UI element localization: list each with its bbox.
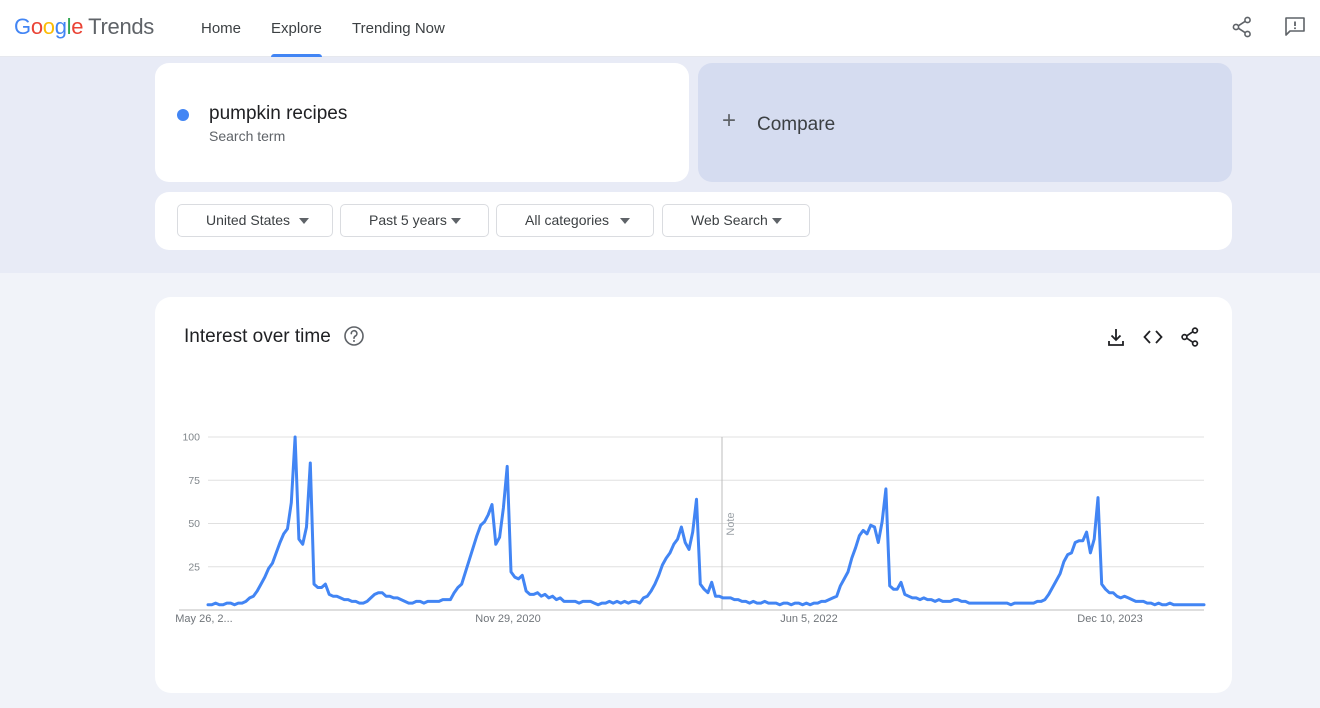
compare-label: Compare bbox=[757, 114, 836, 135]
logo-letter: G bbox=[14, 14, 31, 39]
filter-bar: United States Past 5 years All categorie… bbox=[155, 192, 1232, 250]
feedback-icon[interactable] bbox=[1283, 15, 1307, 39]
term-color-dot bbox=[177, 109, 189, 121]
active-tab-indicator bbox=[271, 54, 322, 57]
plus-icon: + bbox=[722, 107, 737, 134]
interest-over-time-card: 25 50 75 100 May 26, 2... Nov 29, 2020 Jun 5, … bbox=[155, 297, 1232, 693]
share-icon[interactable] bbox=[1230, 15, 1254, 39]
nav-home[interactable]: Home bbox=[201, 20, 242, 37]
interest-over-time-chart: 25 50 75 100 May 26, 2... Nov 29, 2020 Jun 5, … bbox=[175, 432, 1206, 625]
search-term-name[interactable]: pumpkin recipes bbox=[209, 103, 348, 124]
region-value: United States bbox=[206, 212, 291, 228]
nav-trending-now[interactable]: Trending Now bbox=[352, 20, 445, 37]
y-tick-label: 100 bbox=[182, 432, 200, 444]
x-tick-label: Dec 10, 2023 bbox=[1077, 613, 1142, 625]
google-trends-logo[interactable]: Google Trends bbox=[14, 14, 154, 40]
y-tick-label: 50 bbox=[188, 518, 200, 530]
series-line-pumpkin-recipes bbox=[206, 435, 1206, 607]
logo-letter: o bbox=[42, 14, 55, 39]
nav-explore-label: Explore bbox=[271, 20, 322, 37]
x-tick-label: Jun 5, 2022 bbox=[780, 613, 838, 625]
dropdown-arrow-icon bbox=[772, 218, 782, 224]
compare-button[interactable]: + Compare bbox=[698, 63, 1232, 182]
note-annotation: Note bbox=[725, 512, 737, 535]
top-app-bar: Google Trends Home Explore Trending Now bbox=[0, 0, 1320, 57]
download-icon[interactable] bbox=[1105, 326, 1127, 348]
region-dropdown[interactable]: United States bbox=[177, 204, 333, 237]
search-type-value: Web Search bbox=[691, 212, 768, 228]
dropdown-arrow-icon bbox=[451, 218, 461, 224]
category-dropdown[interactable]: All categories bbox=[496, 204, 654, 237]
nav-explore[interactable]: Explore bbox=[271, 0, 322, 57]
y-tick-label: 25 bbox=[188, 561, 200, 573]
y-tick-label: 75 bbox=[188, 475, 200, 487]
category-value: All categories bbox=[525, 212, 610, 228]
search-term-type: Search term bbox=[209, 128, 286, 144]
logo-letter: o bbox=[30, 14, 43, 39]
x-tick-label: May 26, 2... bbox=[175, 613, 232, 625]
chart-title: Interest over time bbox=[184, 326, 331, 347]
share-icon[interactable] bbox=[1179, 326, 1201, 348]
logo-letter: e bbox=[71, 14, 84, 39]
help-icon[interactable] bbox=[342, 324, 366, 348]
time-range-value: Past 5 years bbox=[369, 212, 447, 228]
search-term-card[interactable]: pumpkin recipes Search term bbox=[155, 63, 689, 182]
dropdown-arrow-icon bbox=[299, 218, 309, 224]
logo-letter: l bbox=[66, 14, 72, 39]
embed-icon[interactable] bbox=[1142, 326, 1164, 348]
dropdown-arrow-icon bbox=[620, 218, 630, 224]
search-type-dropdown[interactable]: Web Search bbox=[662, 204, 810, 237]
logo-letter: g bbox=[54, 14, 67, 39]
time-range-dropdown[interactable]: Past 5 years bbox=[340, 204, 489, 237]
x-tick-label: Nov 29, 2020 bbox=[475, 613, 540, 625]
logo-trends-text: Trends bbox=[88, 14, 155, 39]
